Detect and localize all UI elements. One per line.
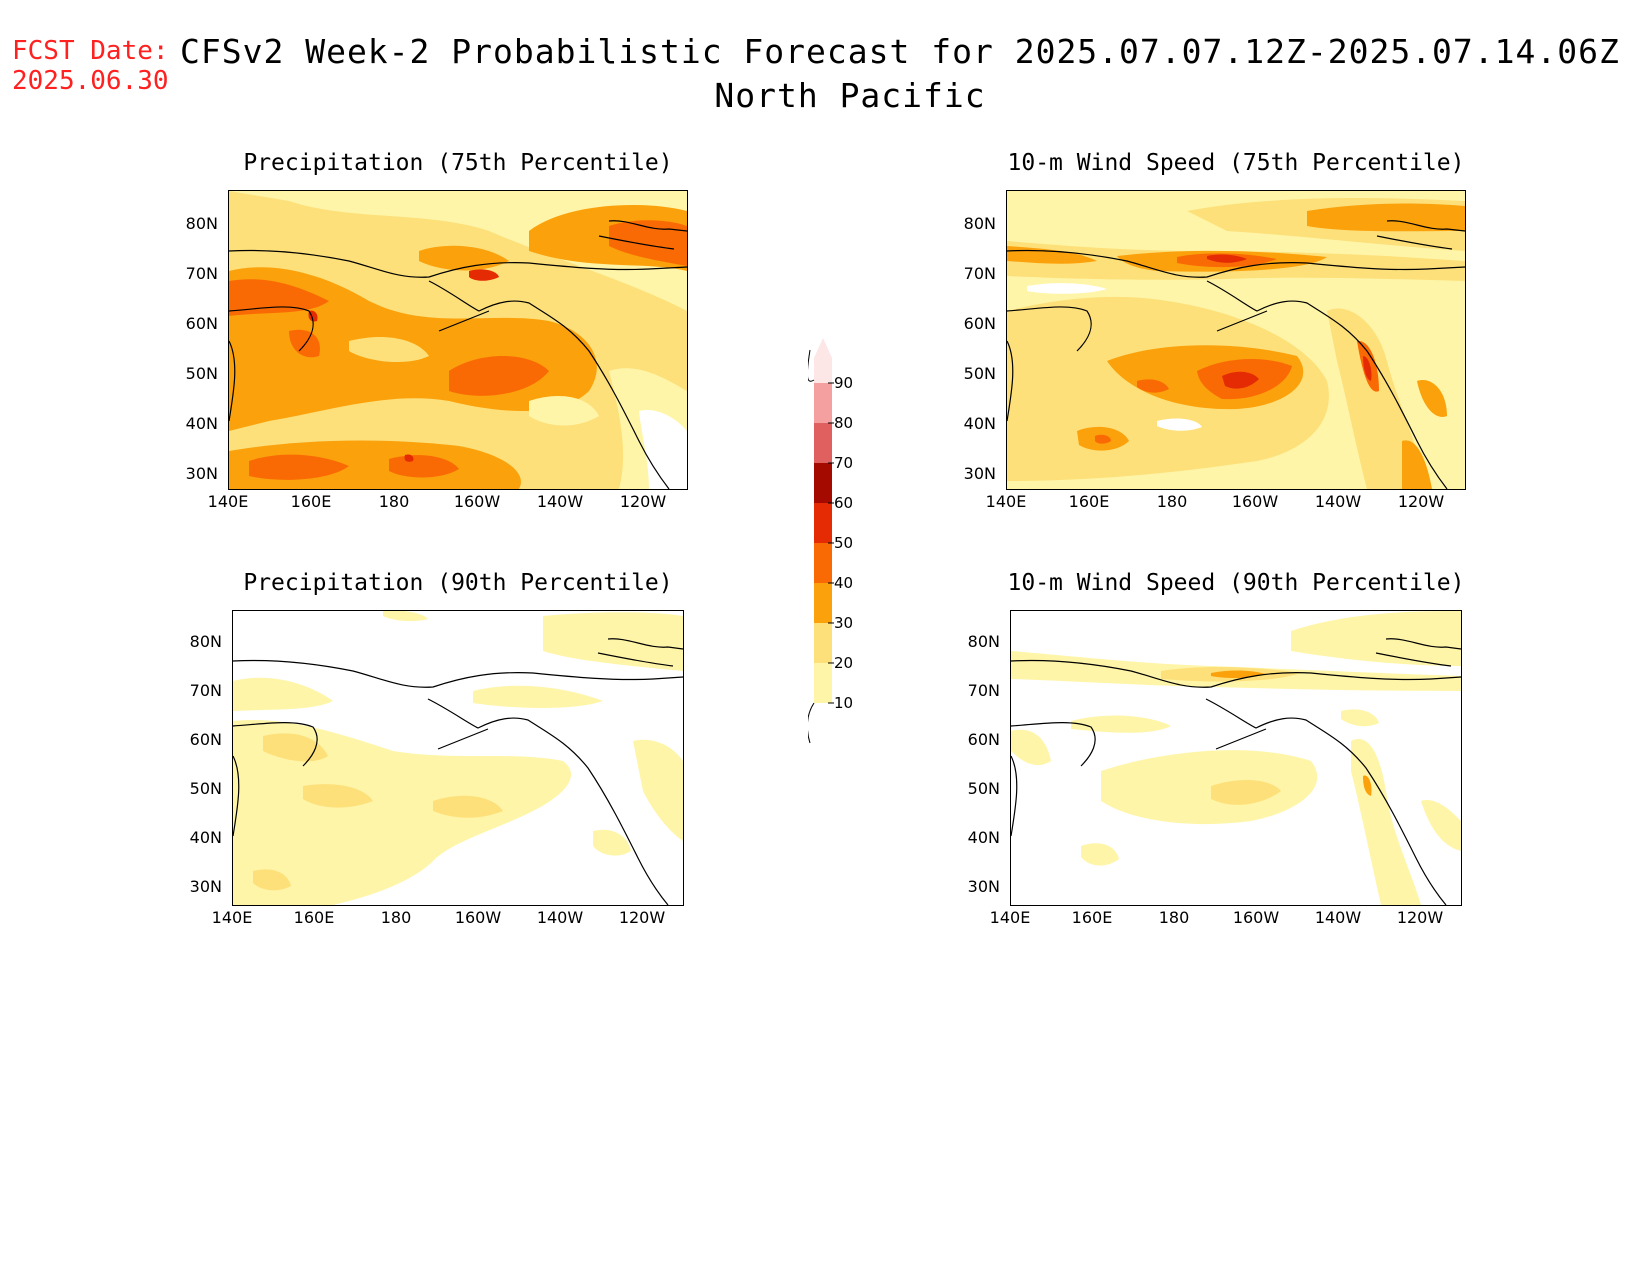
wind-75-field — [1007, 191, 1465, 489]
lon-tick: 160W — [1232, 908, 1280, 927]
forecast-date-label: FCST Date: 2025.06.30 — [12, 36, 169, 96]
lat-tick: 30N — [185, 464, 218, 483]
colorbar: 10 20 30 40 50 60 70 80 90 — [808, 335, 898, 745]
colorbar-bin — [814, 623, 832, 663]
panel-precip-90: Precipitation (90th Percentile) — [168, 570, 688, 930]
wind-90-field — [1011, 611, 1461, 905]
lon-tick: 180 — [378, 492, 410, 511]
fcst-date-heading: FCST Date: — [12, 36, 169, 66]
lon-tick: 140E — [989, 908, 1031, 927]
precip-90-field — [233, 611, 683, 905]
colorbar-bin — [814, 543, 832, 583]
lat-tick: 60N — [185, 314, 218, 333]
colorbar-label: 20 — [834, 654, 854, 672]
panel-title: Precipitation (90th Percentile) — [243, 570, 673, 596]
panel-wind-90: 10-m Wind Speed (90th Percentile) — [946, 570, 1466, 930]
panel-title: Precipitation (75th Percentile) — [243, 150, 673, 176]
map-precip-90 — [232, 610, 684, 906]
lat-tick: 70N — [189, 681, 222, 700]
lat-tick: 80N — [967, 632, 1000, 651]
lat-tick: 30N — [963, 464, 996, 483]
lon-tick: 160W — [454, 908, 502, 927]
lat-tick: 50N — [185, 364, 218, 383]
lat-tick: 60N — [963, 314, 996, 333]
colorbar-scale — [808, 338, 834, 744]
lat-tick: 40N — [967, 828, 1000, 847]
lat-tick: 50N — [963, 364, 996, 383]
lon-tick: 120W — [1397, 492, 1445, 511]
lon-tick: 160E — [290, 492, 332, 511]
colorbar-bin — [814, 463, 832, 503]
colorbar-label: 30 — [834, 614, 854, 632]
lat-tick: 80N — [963, 214, 996, 233]
lon-tick: 160E — [293, 908, 335, 927]
panel-title: 10-m Wind Speed (90th Percentile) — [1007, 570, 1465, 596]
colorbar-bin — [814, 663, 832, 703]
colorbar-bin — [814, 423, 832, 463]
lat-tick: 40N — [963, 414, 996, 433]
colorbar-bin — [814, 583, 832, 623]
lat-tick: 80N — [185, 214, 218, 233]
lon-tick: 160W — [1231, 492, 1279, 511]
colorbar-bin — [814, 503, 832, 543]
lon-tick: 140W — [536, 908, 584, 927]
colorbar-label: 90 — [834, 374, 854, 392]
colorbar-label: 60 — [834, 494, 854, 512]
colorbar-label: 70 — [834, 454, 854, 472]
lon-tick: 180 — [1156, 492, 1188, 511]
map-precip-75 — [228, 190, 688, 490]
colorbar-bin — [814, 338, 832, 383]
map-wind-75 — [1006, 190, 1466, 490]
panel-wind-75: 10-m Wind Speed (75th Percentile) — [946, 150, 1466, 511]
lon-tick: 140W — [1314, 908, 1362, 927]
lat-tick: 70N — [963, 264, 996, 283]
lon-tick: 160E — [1068, 492, 1110, 511]
lat-tick: 60N — [967, 730, 1000, 749]
lon-tick: 120W — [619, 492, 667, 511]
lon-tick: 160W — [453, 492, 501, 511]
precip-75-field — [229, 191, 687, 489]
colorbar-label: 40 — [834, 574, 854, 592]
lon-tick: 120W — [1396, 908, 1444, 927]
lon-tick: 140W — [536, 492, 584, 511]
lon-tick: 120W — [618, 908, 666, 927]
lon-tick: 140E — [207, 492, 249, 511]
lon-tick: 140E — [985, 492, 1027, 511]
lon-tick: 180 — [380, 908, 412, 927]
lat-tick: 70N — [967, 681, 1000, 700]
lat-tick: 30N — [189, 877, 222, 896]
page-title: CFSv2 Week-2 Probabilistic Forecast for … — [180, 30, 1620, 118]
map-wind-90 — [1010, 610, 1462, 906]
title-line-2: North Pacific — [714, 76, 986, 115]
fcst-date-value: 2025.06.30 — [12, 66, 169, 96]
lat-tick: 30N — [967, 877, 1000, 896]
lat-tick: 40N — [185, 414, 218, 433]
colorbar-label: 10 — [834, 694, 854, 712]
lat-tick: 40N — [189, 828, 222, 847]
lat-tick: 50N — [189, 779, 222, 798]
lon-tick: 140W — [1314, 492, 1362, 511]
lat-tick: 50N — [967, 779, 1000, 798]
colorbar-bin — [814, 383, 832, 423]
lon-tick: 180 — [1158, 908, 1190, 927]
lat-tick: 80N — [189, 632, 222, 651]
lat-tick: 60N — [189, 730, 222, 749]
title-line-1: CFSv2 Week-2 Probabilistic Forecast for … — [180, 32, 1620, 71]
colorbar-label: 50 — [834, 534, 854, 552]
lon-tick: 160E — [1071, 908, 1113, 927]
panel-title: 10-m Wind Speed (75th Percentile) — [1007, 150, 1465, 176]
colorbar-label: 80 — [834, 414, 854, 432]
lon-tick: 140E — [211, 908, 253, 927]
panel-precip-75: Precipitation (75th Percentile) — [168, 150, 688, 511]
lat-tick: 70N — [185, 264, 218, 283]
